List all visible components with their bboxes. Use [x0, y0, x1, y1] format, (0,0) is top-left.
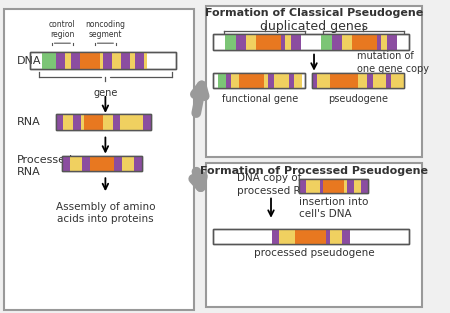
FancyBboxPatch shape — [207, 163, 422, 307]
FancyBboxPatch shape — [312, 73, 405, 88]
Text: pseudogene: pseudogene — [328, 94, 388, 104]
Bar — [63, 156, 142, 171]
Bar — [236, 34, 301, 50]
FancyBboxPatch shape — [213, 73, 306, 88]
Bar — [56, 52, 65, 69]
Bar — [386, 73, 392, 88]
Bar — [320, 229, 330, 244]
Bar — [352, 34, 378, 50]
Text: Formation of Processed Pseudogene: Formation of Processed Pseudogene — [200, 166, 428, 176]
Bar — [71, 52, 80, 69]
Bar — [323, 179, 344, 193]
Bar — [272, 229, 350, 244]
FancyBboxPatch shape — [207, 6, 422, 156]
Bar — [236, 34, 246, 50]
Bar — [56, 52, 121, 69]
Bar — [90, 156, 114, 171]
Bar — [332, 34, 397, 50]
Bar — [143, 114, 151, 130]
Bar — [219, 73, 226, 88]
Text: Assembly of amino
acids into proteins: Assembly of amino acids into proteins — [56, 202, 155, 224]
Bar — [320, 34, 332, 50]
Bar — [239, 73, 264, 88]
Bar — [121, 52, 130, 69]
Text: gene: gene — [93, 88, 117, 98]
FancyBboxPatch shape — [213, 229, 409, 244]
Bar — [86, 52, 94, 69]
Bar — [135, 52, 144, 69]
Bar — [63, 156, 70, 171]
Bar — [80, 52, 100, 69]
Bar — [347, 179, 354, 193]
Text: RNA: RNA — [17, 117, 41, 127]
Text: functional gene: functional gene — [222, 94, 298, 104]
Bar — [121, 52, 147, 69]
Bar — [226, 73, 302, 88]
Text: DNA copy of
processed RNA: DNA copy of processed RNA — [237, 173, 315, 196]
Text: mutation of
one gene copy: mutation of one gene copy — [357, 51, 429, 74]
Bar — [299, 179, 368, 193]
Bar — [275, 34, 285, 50]
Bar — [82, 156, 90, 171]
Bar — [239, 73, 244, 88]
Bar — [352, 34, 362, 50]
Bar — [330, 73, 336, 88]
Bar — [312, 73, 405, 88]
Bar — [134, 156, 142, 171]
Text: noncoding
segment: noncoding segment — [86, 20, 126, 39]
Bar — [371, 34, 381, 50]
Bar — [289, 73, 294, 88]
Bar — [320, 179, 327, 193]
Bar — [256, 34, 281, 50]
Bar — [299, 179, 306, 193]
FancyBboxPatch shape — [299, 179, 368, 193]
Bar — [42, 52, 56, 69]
FancyBboxPatch shape — [30, 52, 176, 69]
Bar — [84, 114, 103, 130]
Text: Processed
RNA: Processed RNA — [17, 155, 73, 177]
Bar — [349, 73, 355, 88]
Bar — [103, 52, 112, 69]
Text: DNA: DNA — [17, 56, 42, 66]
Bar — [312, 73, 317, 88]
Bar — [56, 114, 151, 130]
Text: Formation of Classical Pseudogene: Formation of Classical Pseudogene — [205, 8, 423, 18]
Bar — [114, 156, 122, 171]
Bar — [272, 229, 279, 244]
Bar — [256, 34, 266, 50]
Text: processed pseudogene: processed pseudogene — [254, 248, 374, 258]
Bar — [94, 114, 101, 130]
Bar — [226, 73, 231, 88]
Bar — [330, 73, 358, 88]
Bar — [254, 73, 259, 88]
Bar — [342, 229, 350, 244]
FancyBboxPatch shape — [213, 34, 409, 50]
Bar — [332, 34, 342, 50]
Bar — [112, 114, 120, 130]
Text: insertion into
cell's DNA: insertion into cell's DNA — [299, 197, 369, 219]
Bar — [295, 229, 326, 244]
Text: control
region: control region — [49, 20, 76, 39]
Bar — [295, 229, 305, 244]
Bar — [361, 179, 368, 193]
FancyBboxPatch shape — [4, 9, 194, 310]
FancyBboxPatch shape — [63, 156, 142, 171]
Bar — [268, 73, 274, 88]
Bar — [387, 34, 397, 50]
Bar — [225, 34, 236, 50]
Bar — [56, 114, 63, 130]
Bar — [367, 73, 373, 88]
Bar — [291, 34, 301, 50]
Bar — [73, 114, 81, 130]
FancyBboxPatch shape — [56, 114, 151, 130]
Text: duplicated genes: duplicated genes — [260, 20, 368, 33]
